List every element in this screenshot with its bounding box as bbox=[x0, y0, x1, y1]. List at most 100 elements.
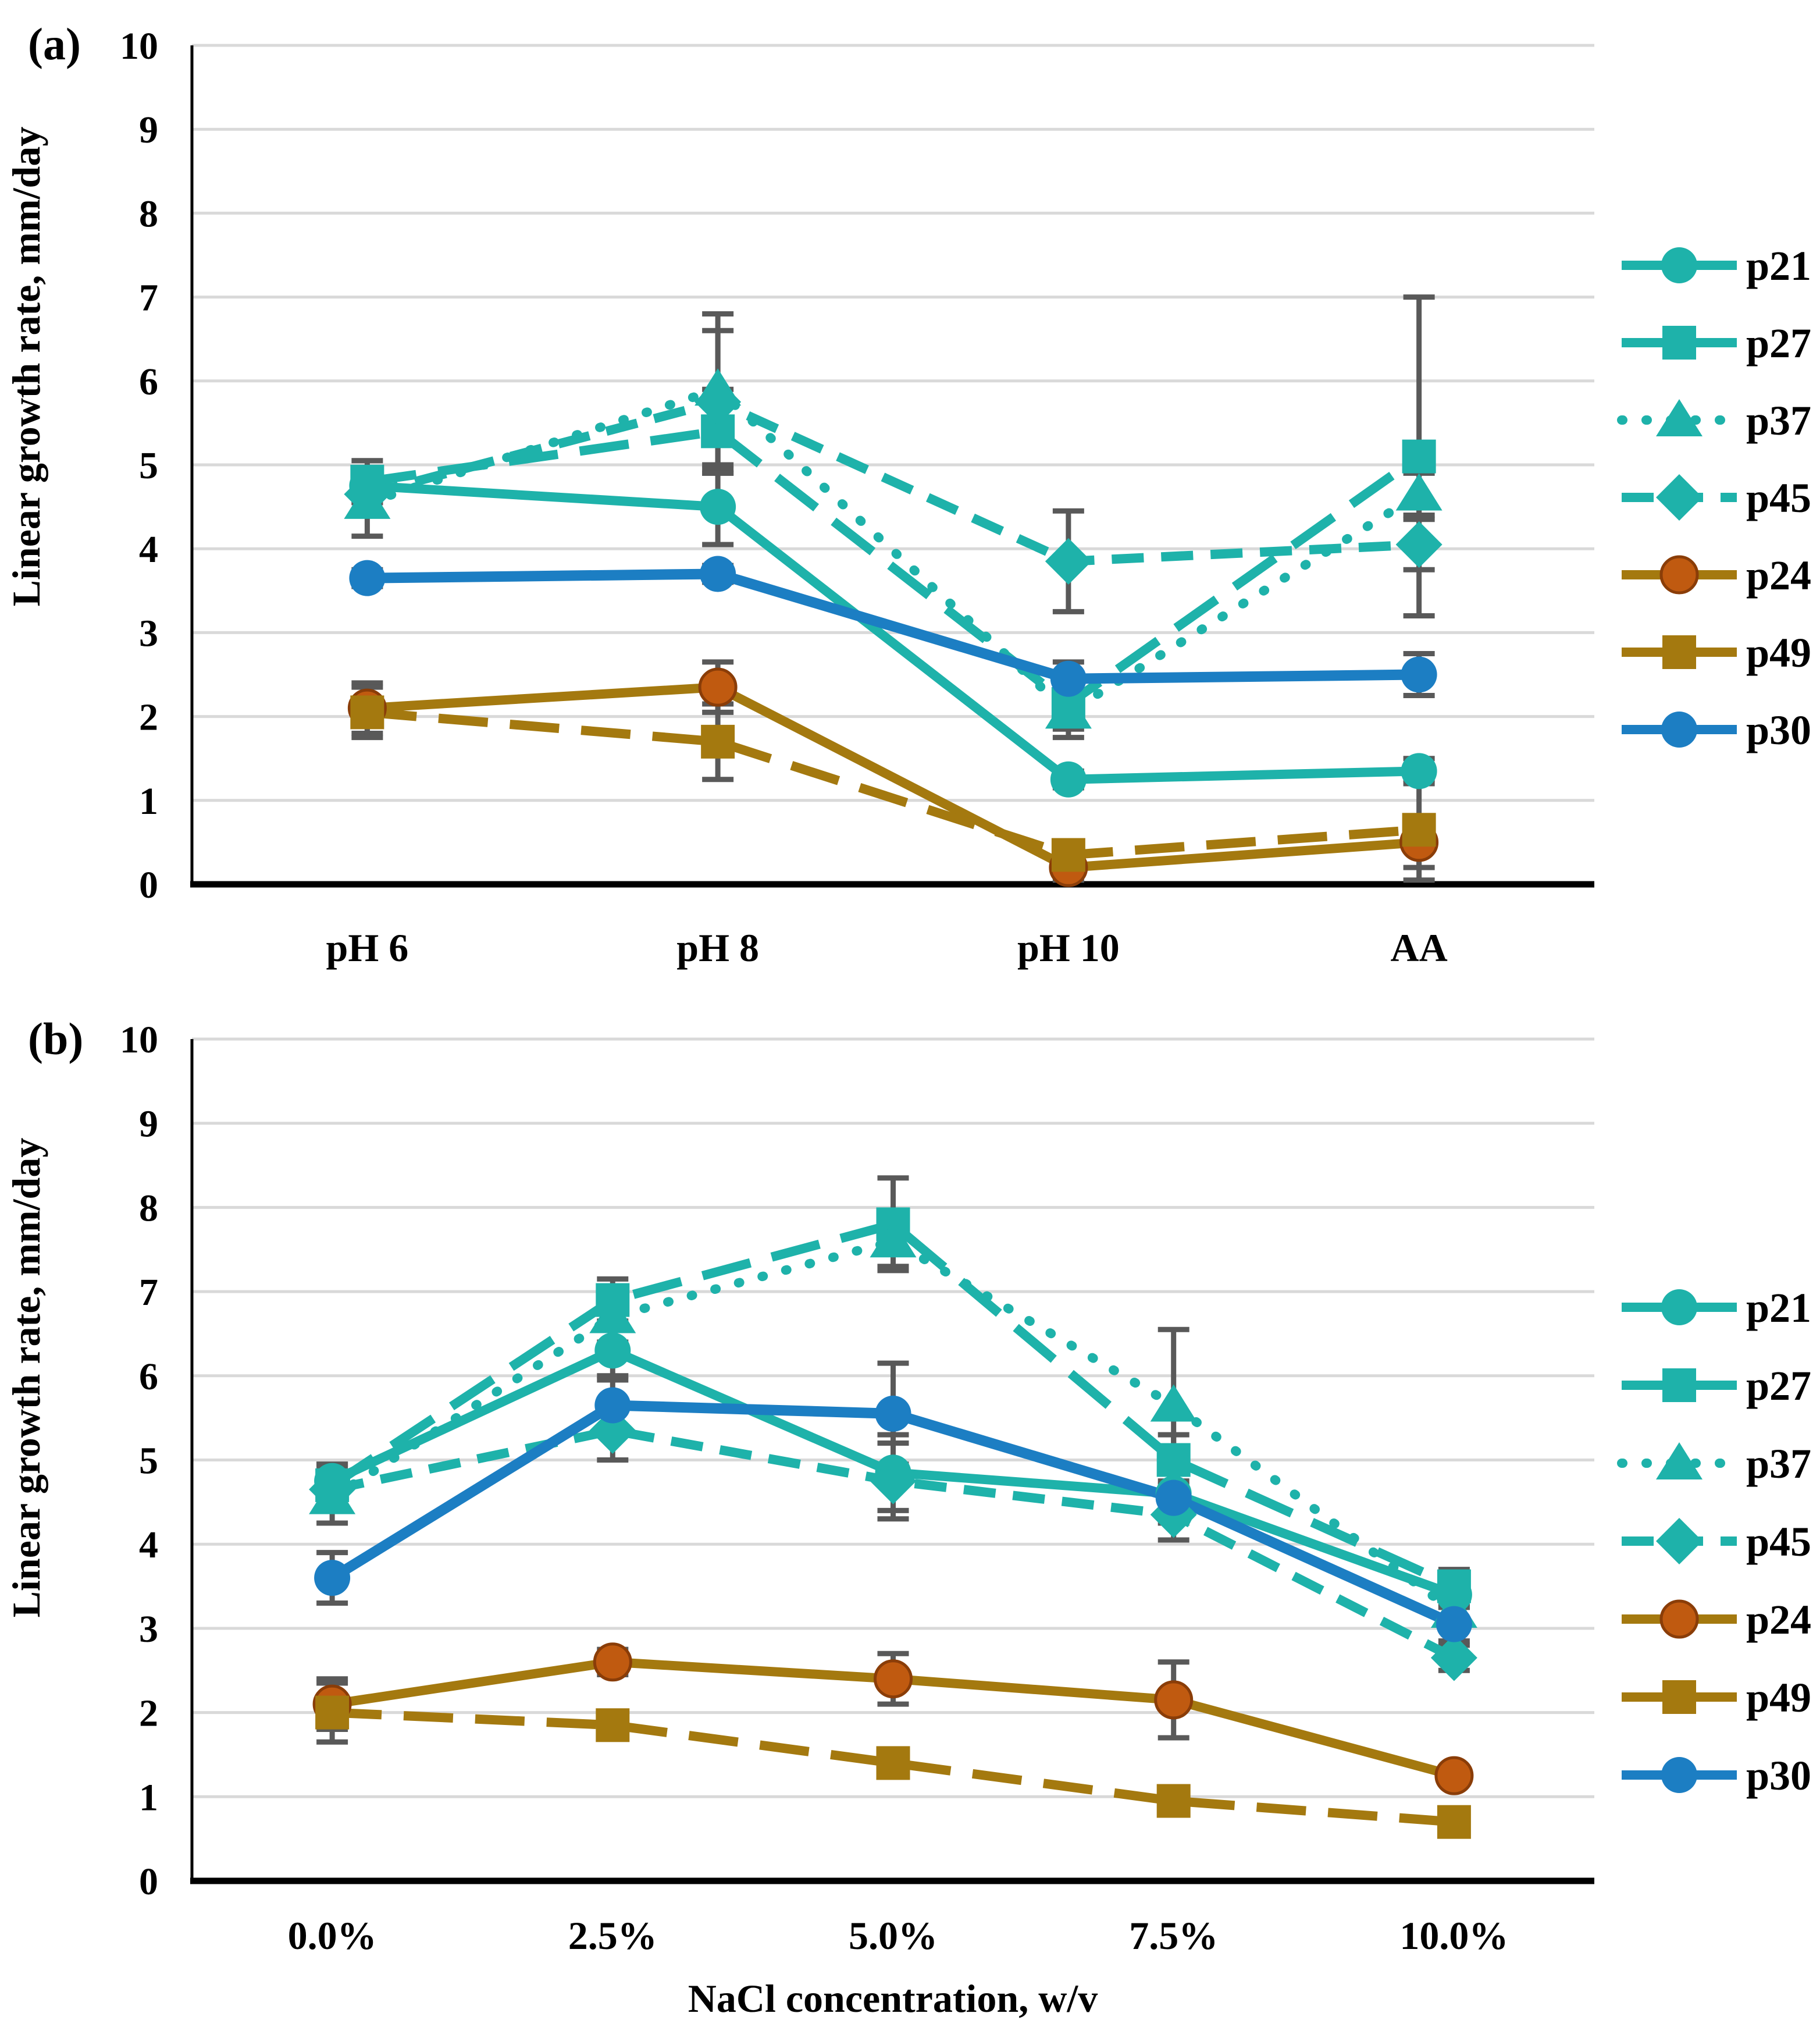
p45-marker-diamond bbox=[344, 471, 391, 518]
x-tick-label: 10.0% bbox=[1399, 1913, 1508, 1958]
p45-marker-diamond bbox=[309, 1466, 356, 1513]
p30-marker-circle bbox=[1661, 1757, 1697, 1793]
p30-marker-circle bbox=[875, 1395, 911, 1432]
y-tick-label: 6 bbox=[139, 361, 158, 403]
legend-label-p30: p30 bbox=[1746, 1752, 1811, 1799]
y-tick-label: 6 bbox=[139, 1356, 158, 1398]
y-tick-label: 2 bbox=[139, 1692, 158, 1735]
series-line-p27 bbox=[366, 426, 1422, 709]
legend-label-p21: p21 bbox=[1746, 1285, 1811, 1331]
p45-marker-diamond bbox=[694, 378, 742, 425]
p27-marker-square bbox=[1402, 439, 1436, 474]
y-tick-label: 4 bbox=[139, 528, 158, 571]
legend-label-p37: p37 bbox=[1746, 1440, 1811, 1487]
p24-marker-circle bbox=[874, 1659, 913, 1699]
panel-a-y-axis-title: Linear growth rate, mm/day bbox=[4, 127, 48, 607]
x-tick-label: 2.5% bbox=[568, 1913, 657, 1958]
y-tick-label: 3 bbox=[139, 1608, 158, 1651]
legend-label-p27: p27 bbox=[1746, 320, 1811, 367]
p45-marker-diamond bbox=[1656, 474, 1703, 521]
p37-marker-triangle bbox=[1395, 473, 1443, 511]
p49-marker-square bbox=[876, 1746, 910, 1780]
series-line-p37 bbox=[362, 385, 1424, 717]
p21-marker-circle bbox=[594, 1332, 631, 1369]
p30-marker-circle bbox=[349, 560, 386, 596]
y-tick-label: 9 bbox=[139, 1103, 158, 1146]
legend-label-p24: p24 bbox=[1746, 1596, 1811, 1643]
panel-a-label: (a) bbox=[28, 19, 81, 69]
y-tick-label: 7 bbox=[139, 277, 158, 319]
p49-marker-square bbox=[1662, 635, 1696, 669]
p37-marker-triangle bbox=[1045, 691, 1092, 729]
p45-marker-diamond bbox=[1045, 538, 1092, 585]
y-tick-label: 8 bbox=[139, 193, 158, 235]
p21-marker-circle bbox=[700, 489, 736, 525]
y-tick-label: 10 bbox=[120, 1019, 158, 1061]
x-tick-label: AA bbox=[1391, 926, 1448, 970]
x-tick-label: 7.5% bbox=[1129, 1913, 1218, 1958]
y-tick-label: 5 bbox=[139, 444, 158, 487]
series-line-p27 bbox=[329, 1219, 1456, 1591]
x-tick-label: pH 10 bbox=[1017, 926, 1120, 970]
panel-b-label: (b) bbox=[28, 1013, 83, 1064]
p30-marker-circle bbox=[1401, 656, 1437, 693]
legend-label-p24: p24 bbox=[1746, 552, 1811, 599]
panel-b-x-axis-title: NaCl concentration, w/v bbox=[688, 1976, 1098, 2021]
p45-marker-diamond bbox=[1395, 521, 1443, 568]
p49-marker-square bbox=[1156, 1784, 1191, 1818]
panel-b-plot-area: 0 1 2 3 4 5 6 7 8 9 10 0.0% 2.5% 5.0% 7.5% 10.0% p21 p27 p… bbox=[120, 1019, 1811, 1958]
p49-marker-square bbox=[701, 724, 735, 759]
p37-marker-triangle bbox=[589, 1296, 636, 1333]
series-line-p30 bbox=[367, 568, 1419, 684]
p27-marker-square bbox=[1662, 326, 1696, 360]
x-tick-label: 5.0% bbox=[849, 1913, 938, 1958]
legend-label-p30: p30 bbox=[1746, 707, 1811, 753]
legend-label-p49: p49 bbox=[1746, 629, 1811, 676]
p45-marker-diamond bbox=[1430, 1634, 1477, 1681]
series-line-p45 bbox=[366, 397, 1420, 566]
p21-marker-circle bbox=[1050, 761, 1087, 798]
p21-marker-circle bbox=[1661, 1289, 1697, 1325]
y-tick-label: 9 bbox=[139, 109, 158, 151]
x-tick-label: pH 8 bbox=[676, 926, 759, 970]
y-tick-label: 0 bbox=[139, 864, 158, 906]
p27-marker-square bbox=[1156, 1443, 1191, 1477]
p37-marker-triangle bbox=[870, 1220, 917, 1258]
series-line-p49 bbox=[332, 1708, 1455, 1827]
p30-marker-circle bbox=[1661, 712, 1697, 748]
panel-b-y-axis-title: Linear growth rate, mm/day bbox=[4, 1138, 48, 1618]
legend-label-p45: p45 bbox=[1746, 475, 1811, 521]
p30-marker-circle bbox=[1050, 660, 1087, 697]
series-line-p21 bbox=[366, 481, 1419, 784]
series-line-p37 bbox=[327, 1236, 1459, 1616]
p21-marker-circle bbox=[1401, 753, 1437, 789]
y-tick-label: 2 bbox=[139, 696, 158, 739]
y-tick-label: 3 bbox=[139, 612, 158, 655]
p30-marker-circle bbox=[1155, 1479, 1192, 1516]
series-line-p24 bbox=[366, 682, 1420, 873]
p49-marker-square bbox=[596, 1708, 630, 1742]
p45-marker-diamond bbox=[870, 1457, 917, 1504]
p37-marker-triangle bbox=[1656, 399, 1703, 436]
y-tick-label: 0 bbox=[139, 1861, 158, 1903]
panel-a-plot-area: 0 1 2 3 4 5 6 7 8 9 10 pH 6 pH 8 pH 10 AA p21 p27 p37 p45 p… bbox=[120, 25, 1811, 970]
legend-label-p45: p45 bbox=[1746, 1518, 1811, 1565]
p49-marker-square bbox=[1051, 838, 1085, 872]
y-tick-label: 4 bbox=[139, 1524, 158, 1566]
p49-marker-square bbox=[1402, 813, 1436, 847]
p49-marker-square bbox=[350, 695, 384, 730]
legend-label-p49: p49 bbox=[1746, 1674, 1811, 1721]
p49-marker-square bbox=[315, 1695, 350, 1730]
p24-marker-circle bbox=[1434, 1756, 1474, 1795]
p37-marker-triangle bbox=[1150, 1384, 1197, 1422]
p49-marker-square bbox=[1437, 1805, 1471, 1839]
legend-label-p37: p37 bbox=[1746, 397, 1811, 444]
y-tick-label: 1 bbox=[139, 780, 158, 823]
p30-marker-circle bbox=[1436, 1606, 1472, 1642]
p24-marker-circle bbox=[593, 1642, 632, 1682]
x-tick-label: pH 6 bbox=[326, 926, 409, 970]
p37-marker-triangle bbox=[1656, 1442, 1703, 1479]
p30-marker-circle bbox=[700, 556, 736, 592]
p49-marker-square bbox=[1662, 1680, 1696, 1714]
